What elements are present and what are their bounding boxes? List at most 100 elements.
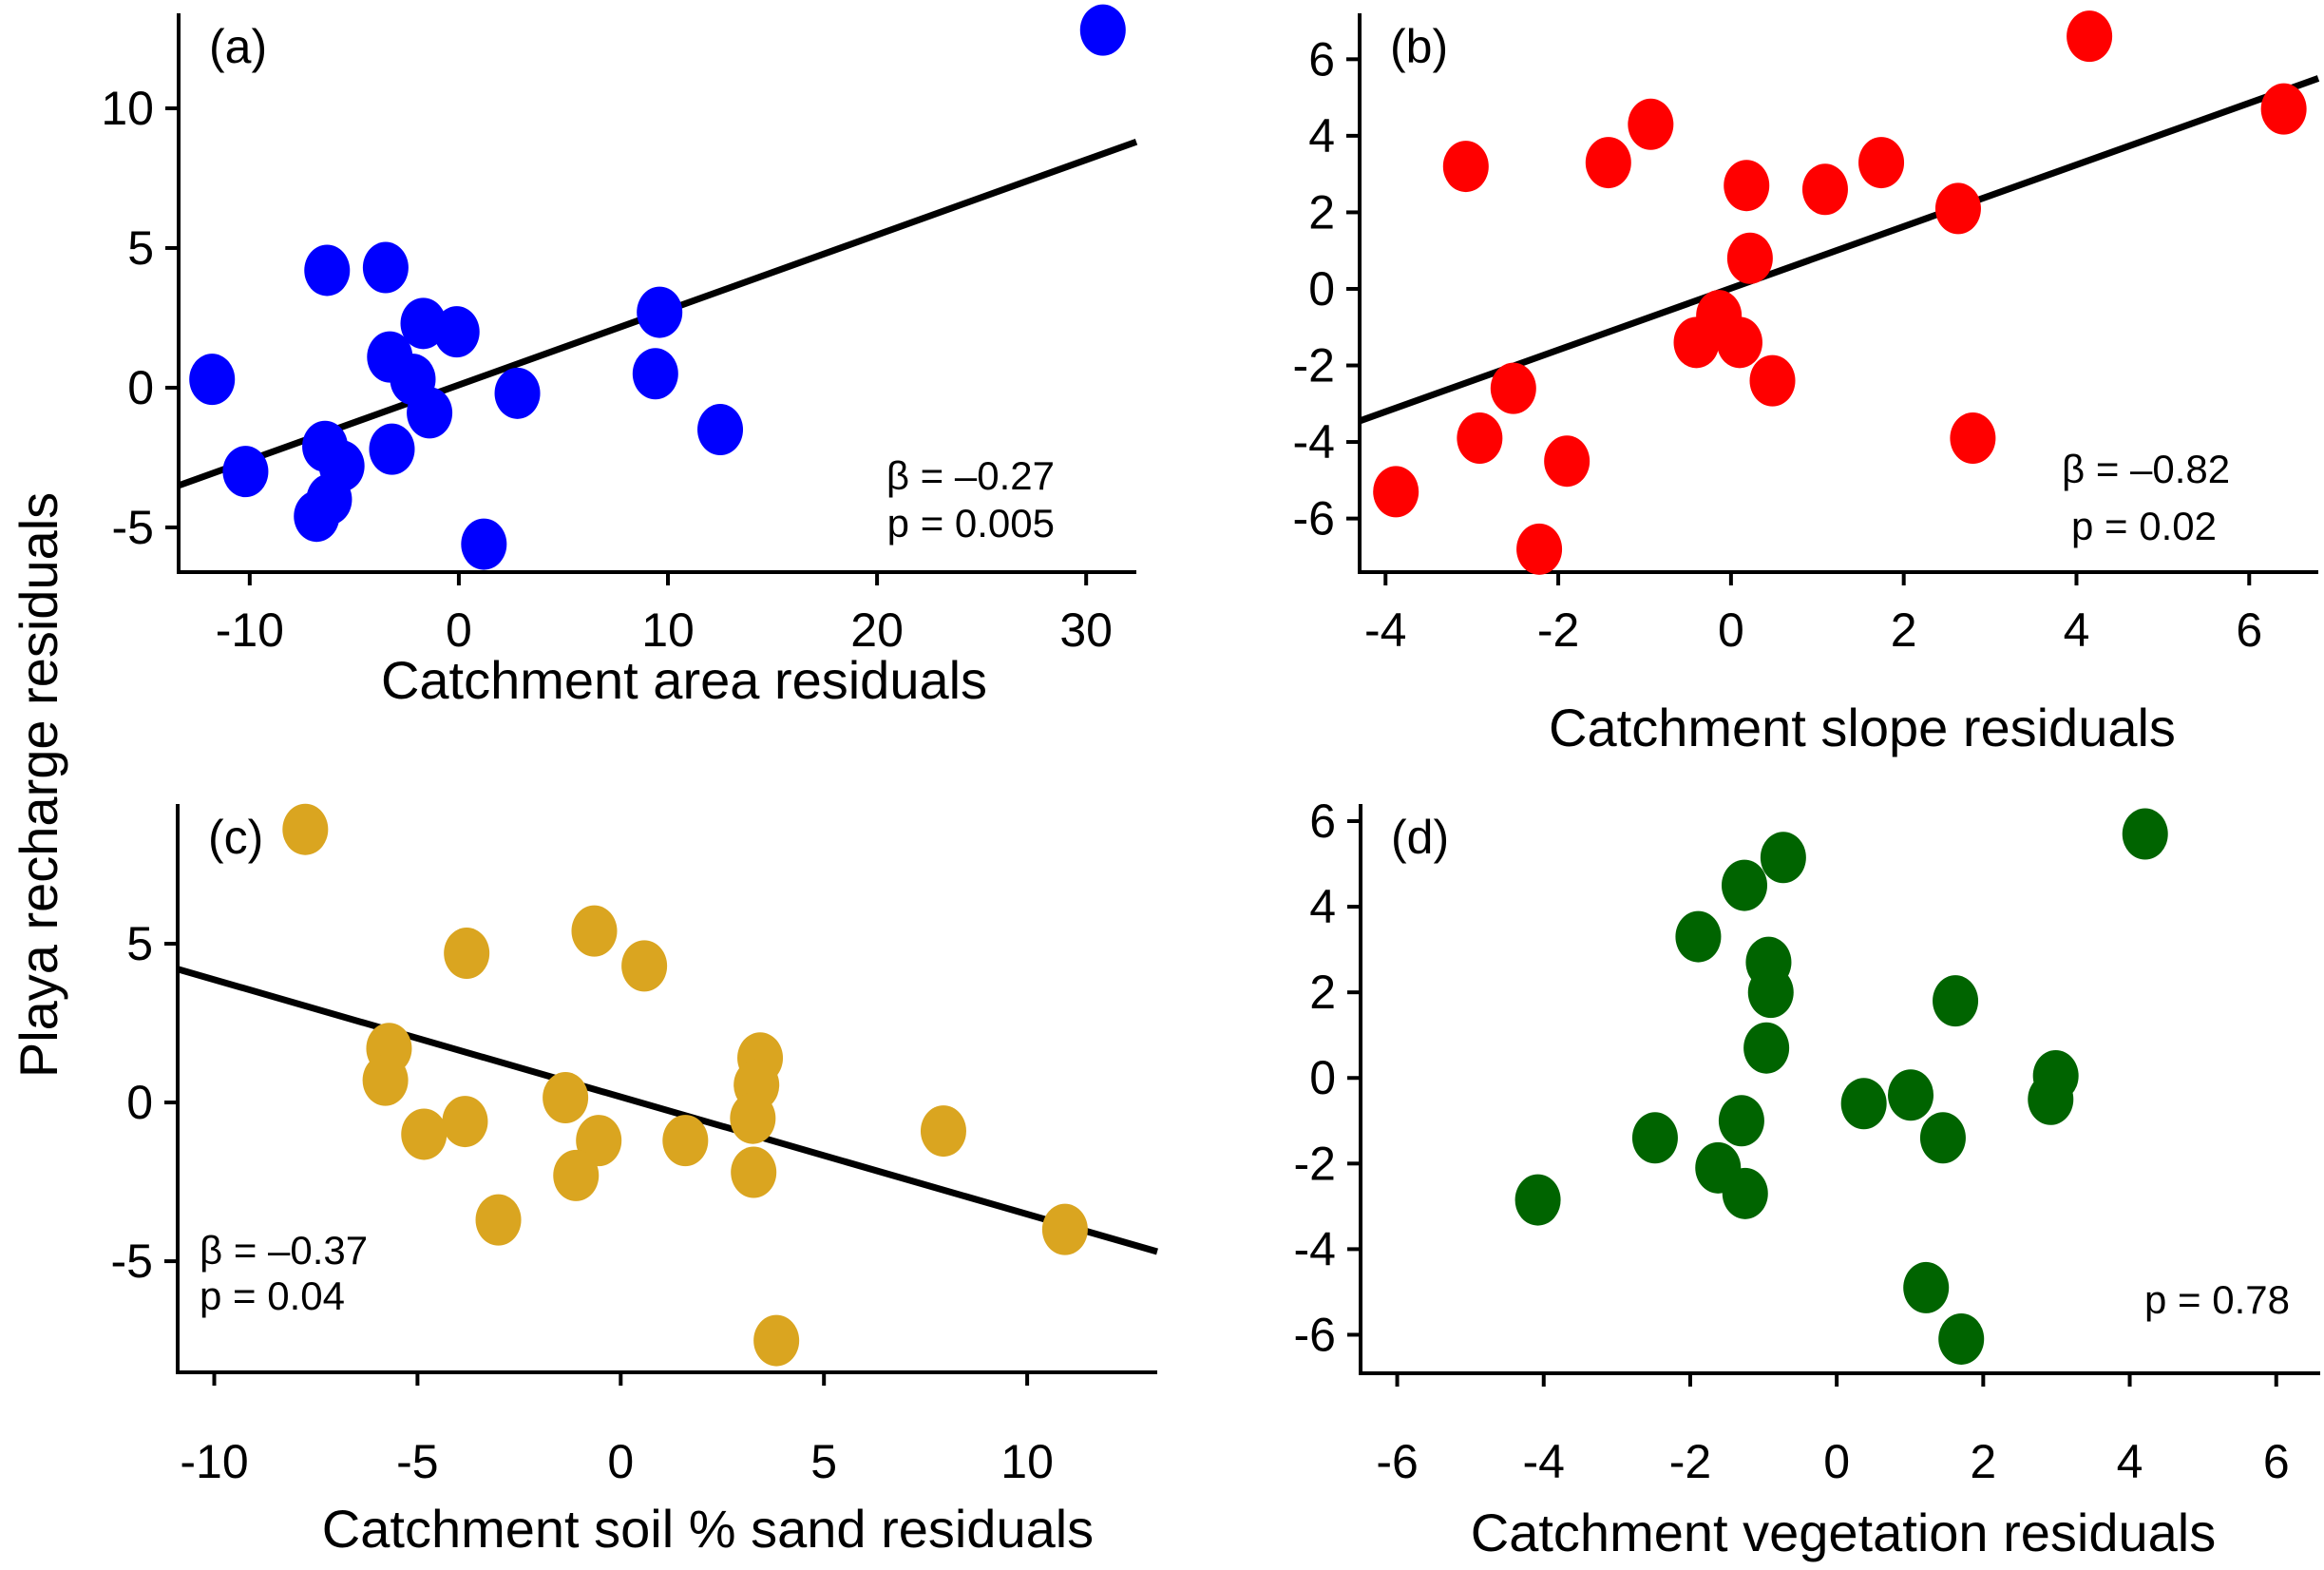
data-point — [637, 286, 683, 338]
data-point — [1718, 1095, 1764, 1147]
y-tick-label: 0 — [1308, 262, 1335, 316]
x-axis-label: Catchment slope residuals — [1549, 698, 2176, 757]
data-point — [1373, 466, 1419, 518]
data-point — [1457, 412, 1503, 465]
x-tick-label: 0 — [446, 603, 472, 657]
data-point — [543, 1072, 589, 1124]
data-point — [1628, 98, 1674, 150]
p-value-annotation: p = 0.78 — [2144, 1277, 2290, 1322]
x-tick-label: 6 — [2263, 1435, 2290, 1488]
x-tick-label: 10 — [1000, 1435, 1054, 1488]
y-tick-label: -4 — [1294, 1222, 1336, 1275]
y-tick-label: 5 — [127, 221, 154, 275]
data-point — [407, 387, 453, 439]
x-tick-label: 4 — [2117, 1435, 2143, 1488]
y-tick-label: 0 — [126, 1076, 153, 1129]
data-point — [2028, 1073, 2074, 1125]
data-point — [621, 940, 668, 992]
x-tick-label: -5 — [396, 1435, 438, 1488]
y-tick-label: 0 — [127, 361, 154, 414]
y-tick-label: -6 — [1293, 492, 1335, 546]
data-point — [1722, 1167, 1768, 1219]
data-point — [553, 1149, 600, 1201]
data-point — [1749, 354, 1796, 407]
data-point — [1490, 362, 1536, 414]
y-tick-label: -4 — [1293, 415, 1335, 469]
y-tick-label: 6 — [1309, 795, 1336, 848]
data-point — [1675, 910, 1722, 963]
regression-line — [177, 966, 1158, 1255]
data-point — [1903, 1261, 1950, 1313]
data-point — [1041, 1203, 1088, 1255]
beta-annotation: β = –0.27 — [886, 453, 1055, 498]
panel-d: -6 -4 -2 0 2 4 6 -6 -4 -2 0 2 4 6 Catchment vegetation… — [1294, 795, 2320, 1562]
y-tick-label: -2 — [1293, 339, 1335, 392]
y-tick-label: 10 — [101, 82, 154, 135]
y-tick-label: 2 — [1308, 185, 1335, 239]
x-axis-label: Catchment vegetation residuals — [1471, 1503, 2216, 1562]
data-point — [1743, 1022, 1790, 1074]
y-tick-label: 2 — [1309, 966, 1336, 1019]
data-point — [1514, 1174, 1561, 1226]
data-point — [1858, 137, 1905, 189]
x-tick-label: 0 — [607, 1435, 634, 1488]
data-point — [1722, 859, 1767, 911]
data-point — [632, 348, 678, 400]
data-point — [401, 1108, 448, 1160]
p-value-annotation: p = 0.04 — [200, 1273, 345, 1318]
data-point — [730, 1092, 776, 1144]
data-point — [1585, 137, 1631, 189]
x-tick-label: -10 — [180, 1435, 248, 1488]
panel-c: -5 0 5 -10 -5 0 5 10 Catchment soil % sand resid… — [111, 803, 1158, 1559]
x-axis-label: Catchment soil % sand residuals — [322, 1499, 1094, 1559]
x-tick-label: 4 — [2064, 603, 2090, 657]
data-point — [2260, 83, 2307, 135]
data-point — [1716, 316, 1762, 369]
panel-label: (a) — [209, 20, 267, 73]
y-tick-label: 4 — [1308, 109, 1335, 163]
data-point — [461, 518, 507, 570]
x-tick-label: 2 — [1970, 1435, 1996, 1488]
y-tick-label: -2 — [1294, 1137, 1336, 1190]
x-tick-label: -2 — [1537, 603, 1579, 657]
data-point — [1760, 832, 1806, 884]
y-tick-label: 5 — [126, 917, 153, 970]
data-point — [1516, 523, 1563, 575]
y-tick-label: -5 — [112, 501, 154, 554]
y-tick-label: 6 — [1308, 32, 1335, 86]
data-point — [442, 1096, 488, 1148]
data-point — [731, 1146, 777, 1198]
x-tick-label: -4 — [1364, 603, 1406, 657]
x-tick-label: -4 — [1523, 1435, 1565, 1488]
x-tick-label: 0 — [1718, 603, 1744, 657]
y-tick-label: 4 — [1309, 880, 1336, 933]
x-tick-label: 2 — [1891, 603, 1917, 657]
x-tick-label: 6 — [2236, 603, 2262, 657]
x-tick-label: 0 — [1823, 1435, 1850, 1488]
beta-annotation: β = –0.37 — [200, 1228, 368, 1273]
data-point — [2122, 808, 2168, 860]
data-point — [753, 1314, 800, 1367]
panel-b: -6 -4 -2 0 2 4 6 -4 -2 0 2 4 6 Catchment slope residu… — [1293, 10, 2320, 757]
data-point — [662, 1115, 709, 1167]
data-point — [1950, 412, 1996, 465]
x-tick-label: 20 — [850, 603, 904, 657]
data-point — [1726, 232, 1773, 284]
data-point — [1888, 1069, 1934, 1121]
data-point — [1934, 182, 1981, 235]
data-point — [1938, 1312, 1985, 1365]
data-point — [444, 928, 490, 980]
data-point — [1919, 1112, 1966, 1164]
data-point — [304, 244, 351, 297]
data-point — [433, 306, 480, 358]
x-tick-label: 5 — [810, 1435, 837, 1488]
data-point — [920, 1105, 966, 1158]
data-point — [369, 423, 415, 475]
data-point — [1724, 160, 1770, 212]
panel-label: (d) — [1391, 811, 1449, 864]
x-tick-label: -2 — [1669, 1435, 1711, 1488]
data-point — [1079, 4, 1126, 56]
p-value-annotation: p = 0.02 — [2071, 504, 2217, 548]
x-axis-label: Catchment area residuals — [381, 650, 987, 710]
